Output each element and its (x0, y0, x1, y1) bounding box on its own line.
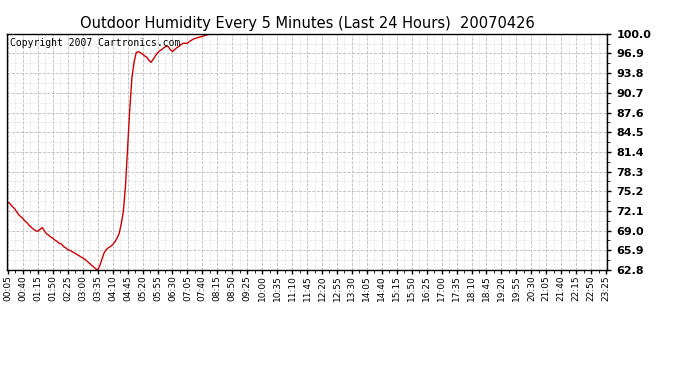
Title: Outdoor Humidity Every 5 Minutes (Last 24 Hours)  20070426: Outdoor Humidity Every 5 Minutes (Last 2… (79, 16, 535, 31)
Text: Copyright 2007 Cartronics.com: Copyright 2007 Cartronics.com (10, 39, 180, 48)
